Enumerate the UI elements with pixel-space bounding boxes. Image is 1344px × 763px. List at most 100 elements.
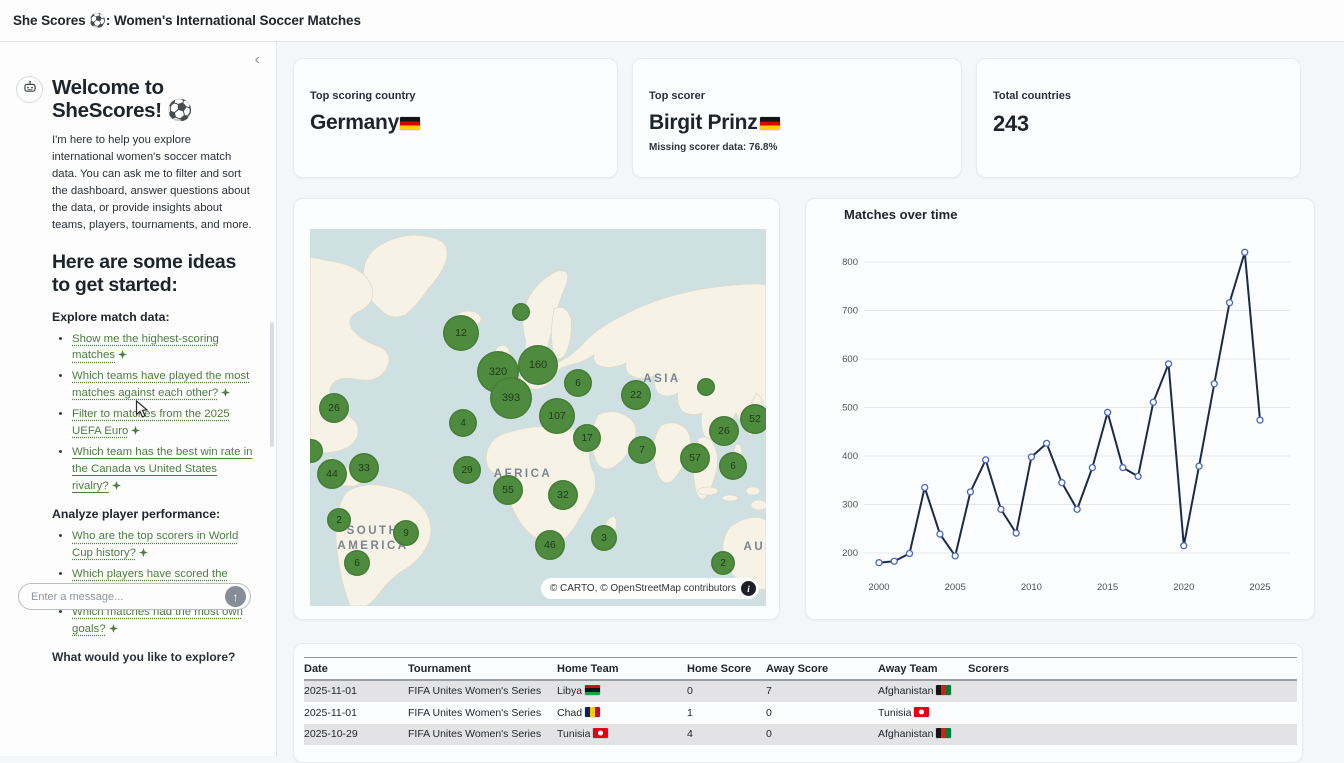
map-cluster-marker[interactable]: 6 <box>564 369 592 397</box>
suggestion-link[interactable]: Which team has the best win rate in the … <box>72 445 253 492</box>
map-cluster-marker[interactable]: 393 <box>490 377 532 419</box>
data-point[interactable] <box>1180 542 1188 550</box>
map-cluster-marker[interactable] <box>512 303 530 321</box>
data-point[interactable] <box>890 557 898 565</box>
map-cluster-marker[interactable]: 57 <box>680 443 710 473</box>
line-chart[interactable]: 200 300 400 500 600 700 800 2000 2005 2010 2015 202… <box>806 199 1316 621</box>
x-tick-label: 2010 <box>1021 582 1042 593</box>
map-cluster-marker[interactable]: 46 <box>535 530 565 560</box>
stat-card-total-countries: Total countries 243 <box>976 58 1301 178</box>
map-cluster-marker[interactable]: 160 <box>518 345 558 385</box>
map-cluster-marker[interactable]: 6 <box>719 452 747 480</box>
cell-away-team: Afghanistan <box>878 728 968 740</box>
cell-date: 2025-11-01 <box>304 685 357 698</box>
map-cluster-marker[interactable]: 2 <box>327 508 351 532</box>
table-header-row: Date Tournament Home Team Home Score Away Sc… <box>304 658 1297 681</box>
data-point[interactable] <box>1149 398 1157 406</box>
map-cluster-marker[interactable]: 26 <box>319 393 349 423</box>
table-row[interactable]: 2025-10-29 FIFA Unites Women's Series Tuni… <box>304 724 1297 746</box>
data-point[interactable] <box>1042 439 1051 448</box>
data-point[interactable] <box>1073 505 1081 514</box>
table-row[interactable]: 2025-11-01 FIFA Unites Women's Series Chad… <box>304 703 1297 724</box>
map-cluster-marker[interactable]: 44 <box>317 459 347 489</box>
data-point[interactable] <box>905 549 914 558</box>
map-cluster-marker[interactable] <box>310 439 323 463</box>
chart-title: Matches over time <box>844 207 958 222</box>
map-cluster-marker[interactable]: 9 <box>393 520 419 546</box>
map-cluster-marker[interactable]: 107 <box>539 398 575 434</box>
intro-text: I'm here to help you explore internation… <box>52 134 252 231</box>
map-cluster-marker[interactable]: 29 <box>453 456 481 484</box>
map-cluster-marker[interactable] <box>697 378 715 396</box>
map-cluster-marker[interactable]: 6 <box>344 550 370 576</box>
map-cluster-marker[interactable]: 52 <box>740 404 766 434</box>
map-cluster-marker[interactable]: 32 <box>548 480 578 510</box>
stat-card-top-scorer: Top scorer Birgit Prinz Missing scorer d… <box>632 58 962 178</box>
column-header: Home Team <box>557 662 619 675</box>
cell-home-score: 4 <box>687 728 693 741</box>
data-point[interactable] <box>997 505 1005 514</box>
data-point[interactable] <box>1241 248 1249 256</box>
welcome-heading: Welcome to SheScores! ⚽ <box>52 76 193 123</box>
data-point[interactable] <box>1103 408 1112 417</box>
matches-table: Date Tournament Home Team Home Score Away Sc… <box>304 657 1297 746</box>
suggestion-link[interactable]: Show me the highest-scoring matches <box>72 332 219 362</box>
map-cluster-marker[interactable]: 17 <box>573 424 601 452</box>
data-point[interactable] <box>951 552 959 560</box>
list-item: Which teams have played the most matches… <box>72 368 254 402</box>
send-button[interactable]: ↑ <box>225 586 246 607</box>
map-cluster-marker[interactable]: 4 <box>449 409 477 437</box>
data-point[interactable] <box>966 488 975 496</box>
data-point[interactable] <box>1225 299 1234 307</box>
suggestion-link[interactable]: Which teams have played the most matches… <box>72 370 250 400</box>
map-cluster-marker[interactable]: 7 <box>628 436 656 464</box>
y-tick-label: 400 <box>842 451 858 462</box>
x-tick-label: 2020 <box>1173 582 1194 593</box>
map-cluster-marker[interactable]: 33 <box>349 453 379 483</box>
sidebar-scrollbar[interactable] <box>270 322 274 447</box>
data-point[interactable] <box>1088 463 1097 472</box>
suggestion-link[interactable]: Filter to matches from the 2025 UEFA Eur… <box>72 408 230 437</box>
data-point[interactable] <box>1164 360 1173 368</box>
data-point[interactable] <box>1119 463 1127 472</box>
data-point[interactable] <box>1210 380 1218 388</box>
data-point[interactable] <box>982 456 990 464</box>
map-cluster-marker[interactable]: 26 <box>709 416 739 446</box>
data-point[interactable] <box>936 530 944 538</box>
data-point[interactable] <box>1012 529 1020 537</box>
map-cluster-marker[interactable]: 12 <box>443 315 479 351</box>
data-point[interactable] <box>875 559 883 567</box>
sidebar-collapse-icon[interactable]: ‹ <box>254 51 260 68</box>
map-cluster-marker[interactable]: 22 <box>621 380 651 410</box>
data-point[interactable] <box>1134 472 1142 481</box>
suggestion-link[interactable]: Who are the top scorers in World Cup his… <box>72 530 239 560</box>
attribution-text[interactable]: © CARTO, © OpenStreetMap contributors <box>549 583 736 594</box>
x-tick-label: 2025 <box>1249 582 1270 593</box>
explore-prompt: What would you like to explore? <box>52 649 236 664</box>
bot-avatar <box>16 76 43 103</box>
x-tick-label: 2000 <box>868 582 889 593</box>
world-map-card: ASIAAFRICASOUTHAMERICAAUSTRALIA 12320160… <box>293 198 780 620</box>
data-point[interactable] <box>1256 416 1264 424</box>
missing-data-note: Missing scorer data: 76.8% <box>649 142 778 153</box>
data-point[interactable] <box>921 483 929 492</box>
sparkle-icon <box>118 350 128 360</box>
data-point[interactable] <box>1195 462 1203 470</box>
info-icon[interactable]: i <box>741 581 756 596</box>
map-region-label: SOUTH <box>346 525 400 537</box>
map-region-label: AUSTRALIA <box>743 541 766 553</box>
map-cluster-marker[interactable]: 3 <box>591 525 617 551</box>
tunisia-flag-icon <box>593 728 609 739</box>
stat-value: Germany <box>310 111 601 135</box>
data-point[interactable] <box>1027 453 1036 461</box>
map-cluster-marker[interactable]: 55 <box>493 475 523 505</box>
cell-home-team: Chad <box>557 706 687 719</box>
map-cluster-marker[interactable]: 2 <box>711 551 735 575</box>
message-input[interactable] <box>31 590 225 603</box>
data-point[interactable] <box>1058 479 1066 487</box>
map-viewport[interactable]: ASIAAFRICASOUTHAMERICAAUSTRALIA 12320160… <box>310 229 766 606</box>
suggestion-link[interactable]: Which matches had the most own goals? <box>72 605 243 635</box>
sparkle-icon <box>221 388 231 398</box>
stat-label: Top scoring country <box>310 90 416 102</box>
table-row[interactable]: 2025-11-01 FIFA Unites Women's Series Liby… <box>304 681 1297 703</box>
